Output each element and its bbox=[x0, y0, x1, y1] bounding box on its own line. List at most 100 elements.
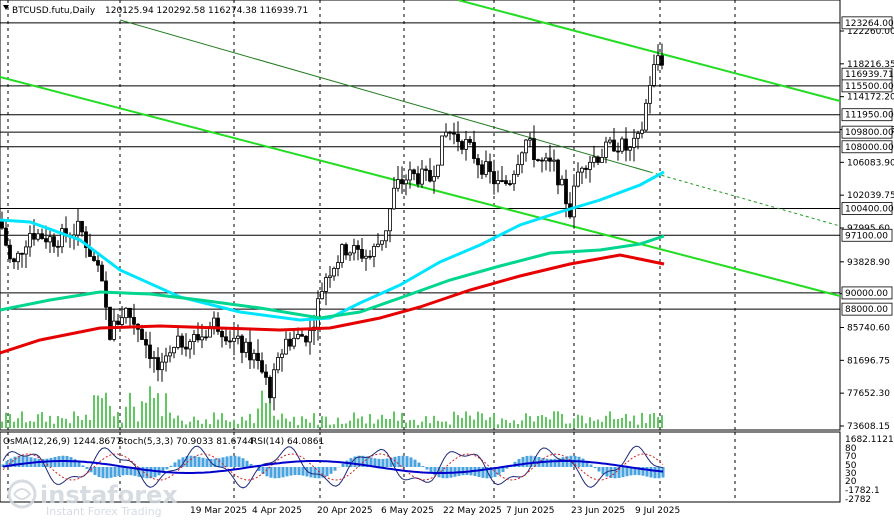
candle-body bbox=[116, 320, 120, 325]
candle-body bbox=[160, 361, 164, 371]
date-tick-label: 6 May 2025 bbox=[381, 506, 434, 516]
candle-body bbox=[612, 139, 616, 152]
candle-body bbox=[556, 159, 560, 186]
oscillator-scale-label: 20 bbox=[845, 477, 857, 487]
candle-body bbox=[84, 231, 88, 249]
channel-lower-line bbox=[0, 76, 841, 297]
osma-bar bbox=[117, 467, 121, 477]
candle-body bbox=[380, 240, 384, 245]
indicator-header: OsMA(12,26,9) 1244.8677 Stoch(5,3,3) 70.… bbox=[3, 437, 324, 447]
osma-bar bbox=[373, 458, 377, 467]
osma-bar bbox=[489, 467, 493, 479]
osma-bar bbox=[177, 459, 181, 467]
moving-average-line bbox=[0, 234, 665, 320]
candle-body bbox=[544, 157, 548, 162]
osma-bar bbox=[169, 465, 173, 467]
osma-bar bbox=[149, 467, 153, 479]
trend-line bbox=[119, 19, 651, 173]
candle-body bbox=[24, 246, 28, 255]
osma-bar bbox=[109, 467, 113, 478]
moving-average-line bbox=[0, 253, 665, 355]
candle-body bbox=[120, 317, 124, 325]
candle-body bbox=[452, 132, 456, 135]
candle-body bbox=[372, 246, 376, 257]
logo-swirl-icon bbox=[13, 488, 32, 500]
osma-bar bbox=[633, 467, 637, 476]
osma-bar bbox=[133, 467, 137, 476]
level-tag bbox=[841, 125, 893, 139]
candle-body bbox=[656, 55, 660, 66]
collapse-triangle-icon[interactable] bbox=[3, 5, 9, 10]
candle-body bbox=[128, 307, 132, 318]
osma-bar bbox=[517, 459, 521, 467]
osma-bar bbox=[481, 467, 485, 478]
osma-bar bbox=[153, 467, 157, 478]
price-tick-label: 81696.75 bbox=[847, 356, 890, 366]
candle-body bbox=[364, 255, 368, 259]
candle-body bbox=[480, 164, 484, 175]
osma-bar bbox=[385, 458, 389, 467]
candle-body bbox=[252, 352, 256, 361]
osma-bar bbox=[129, 467, 133, 476]
candle-body bbox=[92, 256, 96, 261]
candle-body bbox=[176, 335, 180, 348]
candle-body bbox=[624, 138, 628, 151]
candle-body bbox=[204, 336, 208, 339]
level-tag bbox=[841, 302, 893, 316]
chart-header: BTCUSD.futu,Daily 120125.94 120292.58 11… bbox=[3, 5, 308, 16]
candle-body bbox=[488, 161, 492, 172]
candle-body bbox=[560, 178, 564, 186]
osma-bar bbox=[557, 458, 561, 467]
price-tick-label: 114172.20 bbox=[847, 93, 894, 103]
osma-bar bbox=[401, 455, 405, 467]
logo-tagline: Instant Forex Trading bbox=[46, 505, 162, 518]
oscillator-scale-label: 50 bbox=[845, 461, 857, 471]
osma-bar bbox=[613, 467, 617, 479]
candle-body bbox=[532, 138, 536, 160]
stoch-signal-line bbox=[2, 453, 664, 481]
date-tick-label: 4 Apr 2025 bbox=[252, 506, 302, 516]
candle-body bbox=[288, 338, 292, 347]
candle-body bbox=[352, 245, 356, 254]
candle-body bbox=[448, 131, 452, 134]
candle-body bbox=[20, 252, 24, 255]
osma-bar bbox=[49, 457, 53, 467]
osma-bar bbox=[93, 467, 97, 476]
osma-bar bbox=[361, 455, 365, 467]
candle-body bbox=[512, 173, 516, 185]
candle-body bbox=[292, 337, 296, 347]
osma-bar bbox=[545, 458, 549, 467]
level-tag bbox=[841, 202, 893, 215]
candle-body bbox=[232, 337, 236, 342]
osma-bar bbox=[637, 467, 641, 476]
candle-body bbox=[572, 185, 576, 218]
candle-body bbox=[396, 179, 400, 189]
osma-bar bbox=[645, 467, 649, 477]
candle-body bbox=[284, 338, 288, 355]
osma-bar bbox=[497, 467, 501, 475]
osma-bar bbox=[105, 467, 109, 479]
osma-bar bbox=[641, 467, 645, 476]
osma-bar bbox=[433, 467, 437, 476]
candle-body bbox=[504, 180, 508, 184]
osma-bar bbox=[45, 458, 49, 467]
osma-bar bbox=[529, 455, 533, 467]
candle-body bbox=[468, 139, 472, 143]
osma-bar bbox=[113, 467, 117, 477]
candle-body bbox=[196, 334, 200, 341]
candle-body bbox=[144, 339, 148, 346]
trend-channels bbox=[0, 0, 841, 297]
level-tag-label: 109800.00 bbox=[845, 128, 894, 138]
osma-bar bbox=[621, 467, 625, 478]
candle-body bbox=[172, 347, 176, 354]
candle-body bbox=[436, 164, 440, 177]
candle-body bbox=[472, 142, 476, 159]
candle-body bbox=[224, 336, 228, 342]
osma-bar bbox=[173, 462, 177, 467]
osma-bar bbox=[229, 455, 233, 467]
candle-body bbox=[348, 252, 352, 256]
price-tick-label: 85740.60 bbox=[847, 323, 890, 333]
osma-bar bbox=[389, 457, 393, 467]
osma-bar bbox=[533, 456, 537, 467]
